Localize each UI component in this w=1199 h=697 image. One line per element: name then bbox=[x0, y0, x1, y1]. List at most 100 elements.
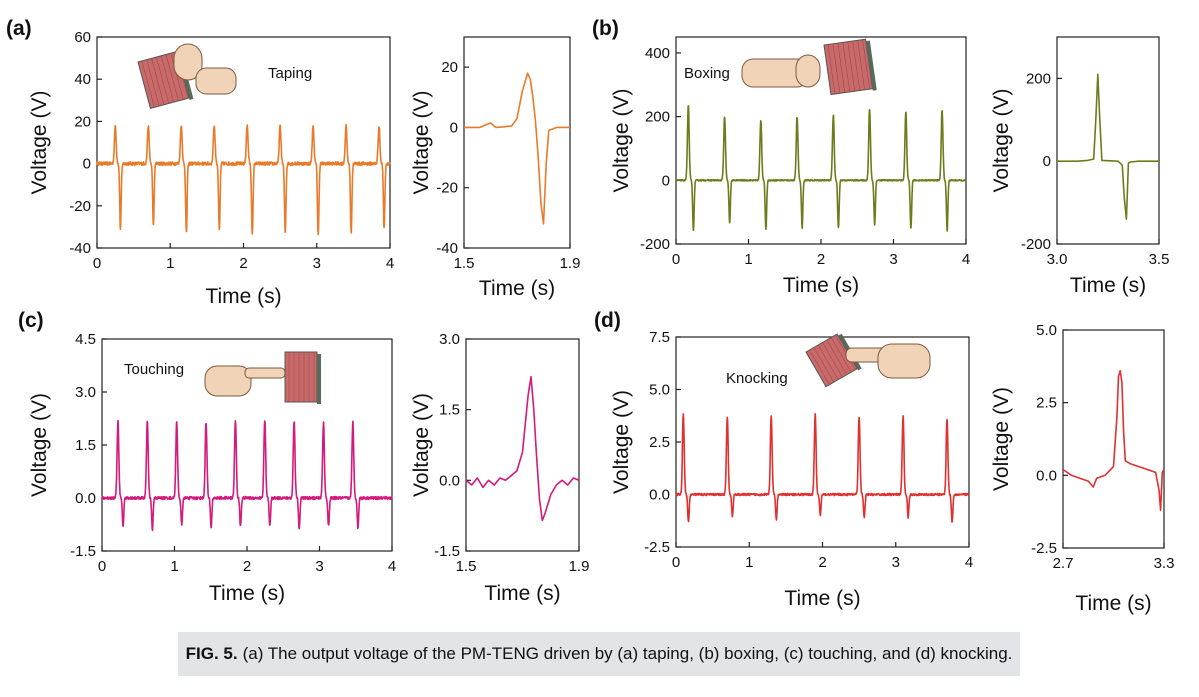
plot-frame bbox=[1062, 329, 1165, 549]
hand-shape bbox=[195, 67, 237, 95]
x-tick-label: 1.9 bbox=[569, 558, 590, 575]
panel-label: (b) bbox=[592, 17, 619, 40]
y-tick-label: 20 bbox=[74, 113, 91, 130]
x-axis-label: Time (s) bbox=[209, 582, 285, 605]
y-tick-label: 0.0 bbox=[649, 487, 670, 504]
x-tick-label: 0 bbox=[672, 251, 680, 268]
y-tick-label: 0.0 bbox=[75, 490, 96, 507]
x-axis-label: Time (s) bbox=[479, 277, 555, 300]
hand-shape bbox=[795, 54, 821, 88]
plot-frame bbox=[1056, 36, 1160, 245]
x-tick-label: 4 bbox=[962, 251, 970, 268]
series-line bbox=[1057, 73, 1159, 220]
x-tick-label: 1 bbox=[170, 558, 178, 575]
series-line bbox=[675, 413, 970, 523]
y-tick-label: 0 bbox=[1043, 153, 1051, 170]
device-pad bbox=[823, 38, 877, 96]
x-axis-label: Time (s) bbox=[784, 587, 860, 610]
chart-b-zoom: 3.0 3.5 -200 0 200 Time (s) Voltage (V) bbox=[990, 36, 1170, 297]
pad-texture bbox=[835, 334, 856, 370]
pad-texture bbox=[826, 339, 848, 375]
pad-texture bbox=[151, 58, 165, 105]
fist-tapping-panel-icon bbox=[137, 43, 237, 109]
y-tick-label: -1.5 bbox=[434, 543, 460, 560]
x-tick-label: 1 bbox=[166, 255, 174, 272]
series-line bbox=[675, 105, 967, 232]
y-tick-label: -40 bbox=[436, 240, 458, 257]
panel-annotation: Knocking bbox=[726, 370, 788, 387]
y-tick-label: 0 bbox=[450, 119, 458, 136]
chart-a-zoom: 1.5 1.9 -40 -20 0 20 Time (s) Voltage (V) bbox=[410, 36, 581, 300]
pad-texture bbox=[170, 53, 184, 100]
y-tick-label: 5.0 bbox=[1036, 322, 1057, 339]
x-axis-label: Time (s) bbox=[1075, 592, 1151, 615]
caption-text: (a) The output voltage of the PM-TENG dr… bbox=[242, 644, 1013, 663]
pad-texture bbox=[857, 40, 865, 90]
pad-edge bbox=[865, 40, 877, 91]
y-axis-label: Voltage (V) bbox=[410, 393, 433, 497]
y-tick-label: -20 bbox=[436, 180, 458, 197]
y-axis-label: Voltage (V) bbox=[410, 91, 433, 195]
pad-texture bbox=[827, 44, 836, 94]
y-tick-label: 7.5 bbox=[649, 329, 670, 346]
panel-label: (a) bbox=[6, 17, 32, 40]
device-pad bbox=[284, 351, 321, 404]
pad-texture bbox=[852, 40, 860, 91]
y-tick-label: 4.5 bbox=[75, 331, 96, 348]
x-tick-label: 2 bbox=[818, 554, 826, 571]
x-tick-label: 1.5 bbox=[454, 255, 475, 272]
y-tick-label: -200 bbox=[1021, 236, 1051, 253]
caption-label: FIG. 5. bbox=[185, 644, 238, 663]
panel-label: (c) bbox=[18, 309, 44, 332]
x-tick-label: 3.3 bbox=[1154, 555, 1175, 572]
x-tick-label: 1 bbox=[745, 554, 753, 571]
x-tick-label: 1 bbox=[744, 251, 752, 268]
series-line bbox=[1062, 369, 1165, 511]
y-tick-label: 3.0 bbox=[439, 331, 460, 348]
pad-texture bbox=[830, 337, 852, 373]
panel-label: (d) bbox=[594, 309, 621, 332]
pad-texture bbox=[837, 43, 846, 93]
chart-c-main: 0 1 2 3 4 -1.5 0.0 1.5 3.0 4.5 Time (s) Voltage (V) bbox=[28, 331, 396, 605]
hand-shape bbox=[204, 365, 252, 397]
x-tick-label: 4 bbox=[965, 554, 973, 571]
y-tick-label: 1.5 bbox=[439, 402, 460, 419]
x-tick-label: 0 bbox=[98, 558, 106, 575]
plot-frame bbox=[465, 338, 580, 552]
series-line bbox=[464, 72, 570, 225]
x-tick-label: 2.7 bbox=[1053, 555, 1074, 572]
y-tick-label: 0 bbox=[662, 172, 670, 189]
fist-punching-panel-icon bbox=[741, 38, 877, 96]
pad-texture bbox=[165, 54, 179, 101]
y-tick-label: 40 bbox=[74, 71, 91, 88]
x-tick-label: 3.5 bbox=[1149, 251, 1170, 268]
y-tick-label: -40 bbox=[69, 240, 91, 257]
x-tick-label: 2 bbox=[817, 251, 825, 268]
pad-texture bbox=[862, 39, 870, 90]
pad-face bbox=[823, 38, 874, 96]
panel-annotation: Touching bbox=[124, 361, 184, 378]
x-axis-label: Time (s) bbox=[783, 274, 859, 297]
pad-texture bbox=[832, 43, 841, 94]
y-axis-label: Voltage (V) bbox=[990, 89, 1013, 193]
x-tick-label: 0 bbox=[672, 554, 680, 571]
y-tick-label: 0.0 bbox=[1036, 467, 1057, 484]
pad-texture bbox=[842, 42, 851, 92]
y-tick-label: -2.5 bbox=[1031, 540, 1057, 557]
series-line bbox=[465, 375, 580, 522]
pad-texture bbox=[809, 349, 830, 385]
y-tick-label: 400 bbox=[645, 45, 670, 62]
pad-texture bbox=[813, 347, 835, 383]
y-tick-label: -1.5 bbox=[70, 543, 96, 560]
x-tick-label: 2 bbox=[239, 255, 247, 272]
y-tick-label: 20 bbox=[441, 59, 458, 76]
x-tick-label: 3 bbox=[889, 251, 897, 268]
x-tick-label: 1.9 bbox=[560, 255, 581, 272]
pad-texture bbox=[160, 55, 174, 103]
pad-texture bbox=[146, 59, 160, 107]
hand-shape bbox=[877, 343, 931, 379]
y-tick-label: 200 bbox=[1026, 70, 1051, 87]
panel-annotation: Taping bbox=[268, 65, 312, 82]
x-tick-label: 3.0 bbox=[1047, 251, 1068, 268]
x-tick-label: 3 bbox=[892, 554, 900, 571]
